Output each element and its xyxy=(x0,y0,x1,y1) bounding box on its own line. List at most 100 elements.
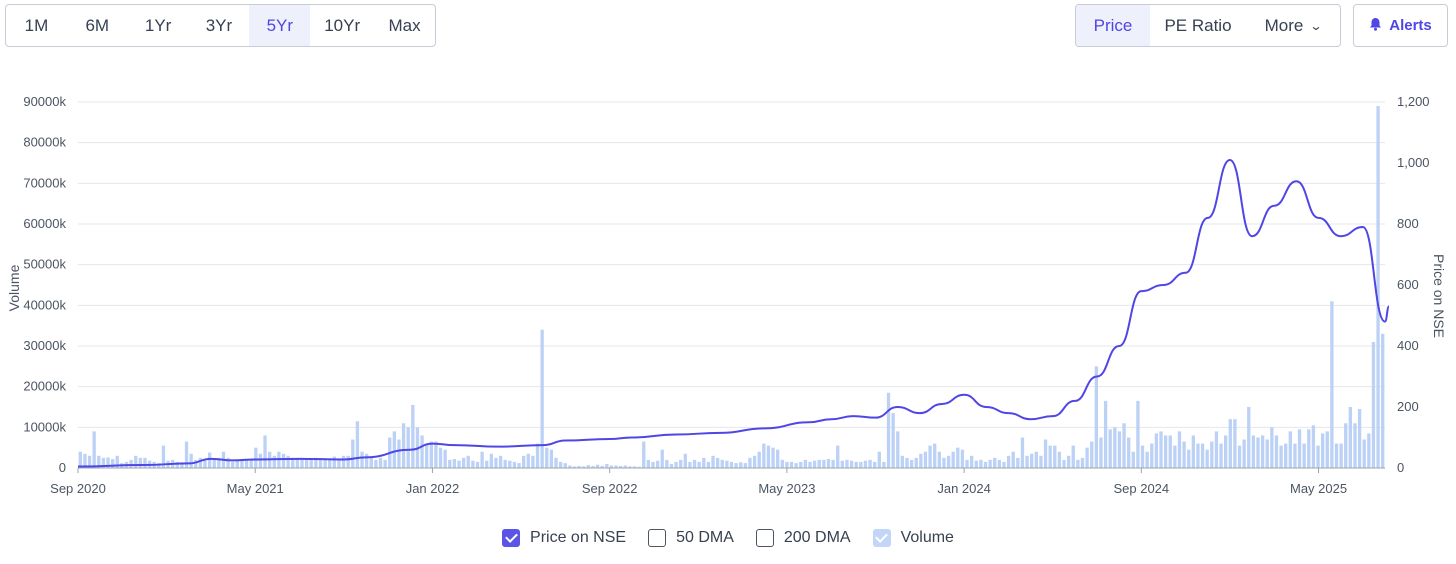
volume-bar xyxy=(1140,445,1145,468)
volume-bar xyxy=(951,451,955,468)
volume-bar xyxy=(812,460,817,468)
volume-bar xyxy=(1200,443,1205,468)
x-tick-label: Jan 2022 xyxy=(406,481,460,496)
volume-bar xyxy=(692,459,697,468)
volume-bar xyxy=(480,451,484,468)
volume-bar xyxy=(1237,445,1242,468)
volume-bar xyxy=(1163,435,1168,468)
volume-bar xyxy=(489,453,494,468)
volume-bar xyxy=(646,459,651,468)
volume-bar xyxy=(1099,437,1103,468)
legend-label: Volume xyxy=(900,529,954,546)
volume-bar xyxy=(780,459,784,468)
legend-50-dma[interactable]: 50 DMA xyxy=(648,529,734,547)
range-tab-1m[interactable]: 1M xyxy=(24,15,49,35)
volume-bar xyxy=(665,459,669,468)
range-tab-6m[interactable]: 6M xyxy=(85,15,110,35)
legend-200-dma[interactable]: 200 DMA xyxy=(755,529,851,547)
volume-bar xyxy=(249,459,253,468)
volume-bar xyxy=(1108,429,1112,468)
volume-bar xyxy=(1214,431,1219,468)
volume-bar xyxy=(720,459,724,468)
volume-bar xyxy=(836,445,840,468)
volume-bar xyxy=(946,455,951,468)
volume-bar xyxy=(1339,443,1343,468)
volume-bar xyxy=(1090,441,1094,468)
volume-bar xyxy=(632,466,637,468)
volume-bar xyxy=(1284,443,1288,468)
volume-bar xyxy=(595,464,600,468)
volume-bar xyxy=(1362,439,1366,468)
x-tick-label: May 2023 xyxy=(758,481,815,496)
tab-price[interactable]: Price xyxy=(1076,5,1150,46)
volume-bar xyxy=(766,445,771,468)
volume-bar xyxy=(674,461,678,468)
volume-bar xyxy=(549,449,554,468)
volume-bar xyxy=(896,431,900,468)
volume-bar xyxy=(614,465,618,468)
volume-bar xyxy=(83,453,87,468)
volume-bar xyxy=(110,459,115,468)
volume-bar xyxy=(840,460,845,468)
volume-bar xyxy=(997,459,1002,468)
volume-bar xyxy=(909,459,914,468)
range-tab-1yr[interactable]: 1Yr xyxy=(144,15,172,35)
volume-bar xyxy=(1260,435,1265,468)
volume-bar xyxy=(808,461,812,468)
range-tab-5yr[interactable]: 5Yr xyxy=(249,5,311,46)
y-right-tick-label: 1,200 xyxy=(1397,94,1430,109)
volume-bar xyxy=(1371,341,1376,468)
tab-pe-ratio[interactable]: PE Ratio xyxy=(1164,15,1232,35)
volume-bar xyxy=(494,457,498,468)
volume-bar xyxy=(868,459,872,468)
volume-bar xyxy=(679,459,683,468)
legend-price-on-nse[interactable]: Price on NSE xyxy=(502,529,626,547)
volume-bar xyxy=(1293,443,1297,468)
volume-bar xyxy=(498,455,503,468)
volume-bar xyxy=(859,461,863,468)
volume-bar xyxy=(771,447,775,468)
legend-volume[interactable]: Volume xyxy=(872,529,954,547)
volume-bar xyxy=(1117,431,1122,468)
volume-bar xyxy=(240,460,244,468)
volume-bars xyxy=(78,106,1385,469)
volume-bar xyxy=(1210,441,1214,468)
y-right-tick-label: 0 xyxy=(1397,460,1404,475)
volume-bar xyxy=(1265,439,1269,468)
volume-bar xyxy=(217,457,221,468)
volume-bar xyxy=(466,455,470,468)
volume-bar xyxy=(591,465,595,468)
volume-bar xyxy=(397,439,401,468)
bell-icon xyxy=(1369,17,1382,35)
more-dropdown[interactable]: More ⌄ xyxy=(1246,5,1340,46)
y-right-tick-label: 200 xyxy=(1397,399,1419,414)
chart-legend: Price on NSE 50 DMA 200 DMA Volume xyxy=(0,529,1456,547)
volume-bar xyxy=(928,445,932,468)
volume-bar xyxy=(642,441,646,468)
volume-bar xyxy=(1279,445,1283,468)
volume-bar xyxy=(461,457,466,468)
volume-bar xyxy=(609,465,614,468)
alerts-button[interactable]: Alerts xyxy=(1353,4,1448,47)
volume-bar xyxy=(1016,457,1020,468)
volume-bar xyxy=(1002,461,1006,468)
volume-bar xyxy=(1357,409,1362,468)
range-tab-max[interactable]: Max xyxy=(388,15,421,35)
volume-bar xyxy=(900,455,905,468)
volume-bar xyxy=(1224,435,1228,468)
volume-bar xyxy=(517,463,521,468)
volume-bar xyxy=(582,466,586,468)
volume-bar xyxy=(849,460,854,468)
volume-bar xyxy=(420,435,424,468)
volume-bar xyxy=(438,447,443,468)
volume-bar xyxy=(688,461,692,468)
volume-bar xyxy=(184,441,189,468)
range-tab-3yr[interactable]: 3Yr xyxy=(205,15,233,35)
volume-bar xyxy=(286,455,290,468)
volume-bar xyxy=(392,431,397,468)
volume-bar xyxy=(1048,445,1052,468)
volume-bar xyxy=(508,460,512,468)
volume-bar xyxy=(923,451,928,468)
range-tab-10yr[interactable]: 10Yr xyxy=(324,15,361,35)
y-left-tick-label: 20000k xyxy=(23,379,66,394)
